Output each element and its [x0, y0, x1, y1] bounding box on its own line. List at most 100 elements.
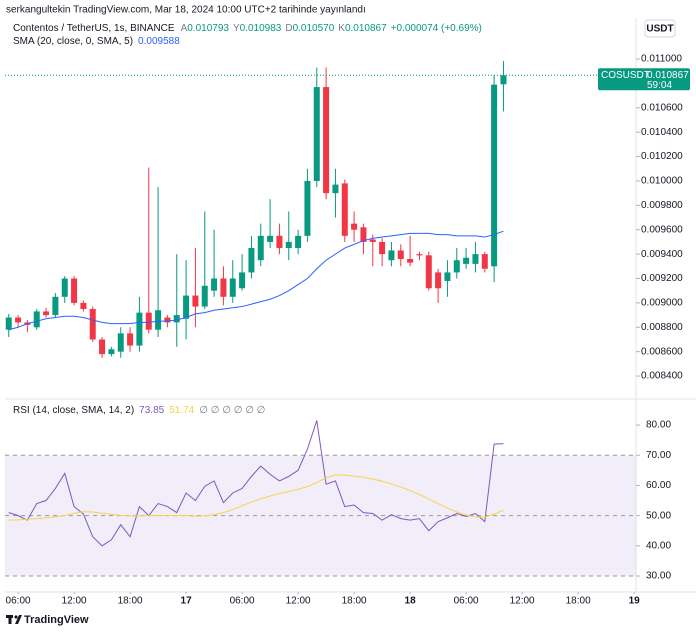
y-tick-label: 0.008800: [641, 322, 683, 333]
candle-body: [15, 317, 22, 323]
candle-body: [145, 312, 152, 330]
x-tick-label: 18:00: [566, 596, 591, 607]
legend-label: A: [181, 23, 188, 34]
main-legend: Contentos / TetherUS, 1s, BINANCE A0.0107…: [13, 23, 482, 34]
x-tick-label: 06:00: [6, 596, 31, 607]
candle-body: [472, 254, 479, 264]
x-tick-label: 06:00: [230, 596, 255, 607]
y-tick-label: 0.009000: [641, 298, 683, 309]
y-tick-label: 50.00: [646, 510, 671, 521]
candle-body: [481, 254, 488, 269]
candle-body: [229, 278, 236, 297]
candle-body: [220, 278, 227, 297]
candle-body: [453, 260, 460, 273]
legend-value: 0.010867: [345, 23, 387, 34]
x-tick-label: 19: [629, 596, 641, 607]
rsi-extra: ∅ ∅ ∅ ∅ ∅ ∅: [199, 405, 265, 416]
y-tick-label: 0.009200: [641, 273, 683, 284]
candle-body: [267, 235, 274, 242]
candle-body: [239, 272, 246, 289]
y-tick-label: 0.010200: [641, 151, 683, 162]
candle-body: [416, 254, 423, 256]
candle-body: [360, 227, 367, 242]
y-tick-label: 0.008400: [641, 371, 683, 382]
candle-body: [425, 255, 432, 289]
rsi-line: [8, 420, 504, 547]
sma-value: 0.009588: [138, 36, 180, 47]
sma-line: [8, 230, 504, 331]
sma-legend: SMA (20, close, 0, SMA, 5) 0.009588: [13, 36, 180, 47]
candle-body: [108, 349, 115, 355]
candle-body: [117, 333, 124, 352]
y-tick-label: 0.010400: [641, 127, 683, 138]
last-price-label: 0.010867: [647, 70, 689, 81]
candle-body: [89, 308, 96, 340]
y-tick-label: 0.009600: [641, 224, 683, 235]
candle-body: [444, 272, 451, 281]
legend-value: 0.010570: [293, 23, 335, 34]
x-tick-label: 18:00: [118, 596, 143, 607]
candle-body: [500, 75, 507, 85]
candle-body: [491, 84, 498, 267]
candle-body: [33, 311, 40, 328]
legend-label: K: [338, 23, 345, 34]
candle-body: [211, 278, 218, 291]
candle-body: [201, 285, 208, 307]
rsi-ma-value: 51.74: [169, 405, 194, 416]
y-tick-label: 80.00: [646, 420, 671, 431]
x-tick-label: 12:00: [286, 596, 311, 607]
y-tick-label: 60.00: [646, 480, 671, 491]
x-tick-label: 06:00: [454, 596, 479, 607]
legend-value: 0.010983: [240, 23, 282, 34]
candle-body: [136, 312, 143, 346]
candle-body: [183, 295, 190, 319]
y-tick-label: 70.00: [646, 450, 671, 461]
candle-body: [463, 257, 470, 264]
x-tick-label: 17: [181, 596, 193, 607]
candle-body: [341, 183, 348, 236]
candle-body: [435, 272, 442, 289]
x-tick-label: 12:00: [510, 596, 535, 607]
currency-box: [644, 19, 676, 38]
y-tick-label: 0.009800: [641, 200, 683, 211]
legend-change: +0.000074 (+0.69%): [391, 23, 482, 34]
rsi-line: [8, 474, 504, 521]
candle-body: [397, 250, 404, 259]
symbol-label: COSUSDT: [601, 70, 650, 81]
candle-body: [80, 302, 87, 309]
y-tick-label: 0.008600: [641, 346, 683, 357]
x-tick-label: 18: [405, 596, 417, 607]
candle-body: [351, 223, 358, 230]
y-tick-label: 40.00: [646, 540, 671, 551]
candle-body: [304, 180, 311, 236]
x-tick-label: 12:00: [62, 596, 87, 607]
y-tick-label: 0.011000: [641, 54, 682, 65]
candle-body: [155, 310, 162, 330]
candle-body: [276, 235, 283, 249]
candle-body: [285, 241, 292, 249]
y-tick-label: 30.00: [646, 571, 671, 582]
candle-body: [61, 278, 68, 297]
candle-body: [127, 333, 134, 346]
y-tick-label: 0.010000: [641, 176, 683, 187]
last-price-box: [598, 68, 690, 91]
sma-name: SMA (20, close, 0, SMA, 5): [13, 36, 133, 47]
candle-body: [173, 315, 180, 323]
countdown: 59:04: [647, 80, 672, 91]
y-tick-label: 0.010600: [641, 102, 683, 113]
candle-body: [323, 87, 330, 194]
candle-body: [379, 241, 386, 255]
candle-body: [52, 296, 59, 316]
legend-value: 0.010793: [187, 23, 229, 34]
published: serkangultekin TradingView.com, Mar 18, …: [6, 5, 366, 16]
candle-body: [369, 239, 376, 242]
footer: TradingView: [24, 614, 89, 626]
candle-body: [332, 184, 339, 194]
y-tick-label: 0.009400: [641, 249, 683, 260]
candle-body: [248, 248, 255, 273]
legend-label: Y: [233, 23, 240, 34]
rsi-title: RSI (14, close, SMA, 14, 2): [13, 405, 134, 416]
x-tick-label: 18:00: [342, 596, 367, 607]
candle-body: [407, 258, 414, 263]
